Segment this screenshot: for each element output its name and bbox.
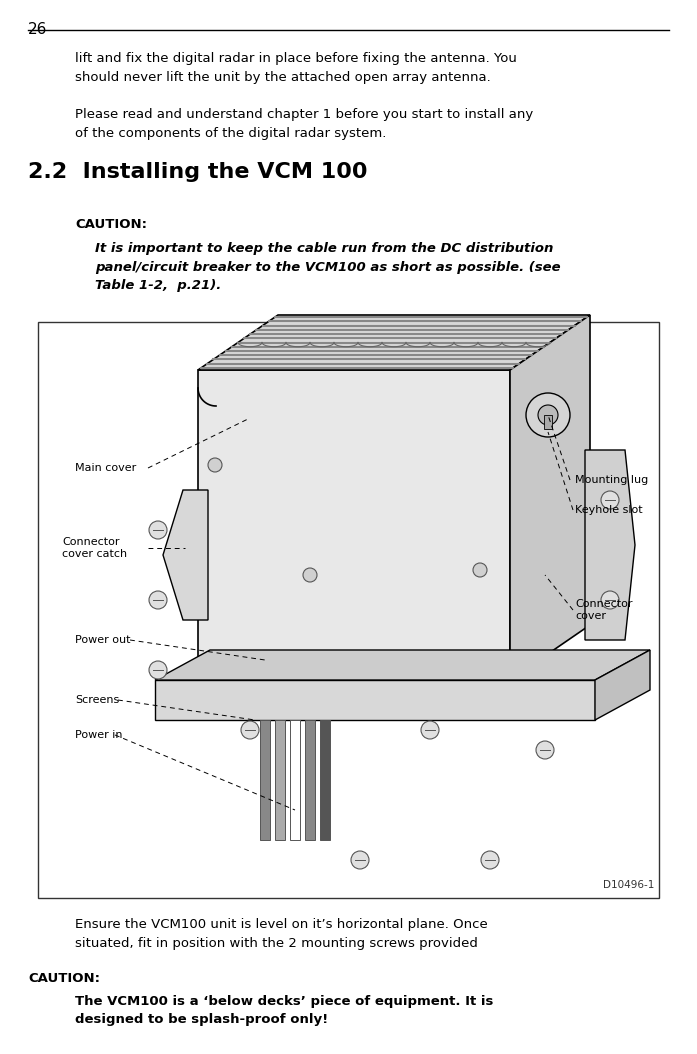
Text: Connector
cover: Connector cover (575, 599, 632, 621)
Circle shape (473, 563, 487, 577)
Bar (290, 720, 300, 840)
Text: Screens: Screens (75, 695, 119, 705)
Text: lift and fix the digital radar in place before fixing the antenna. You
should ne: lift and fix the digital radar in place … (75, 52, 517, 83)
Text: 26: 26 (28, 22, 47, 37)
Circle shape (149, 521, 167, 539)
Bar (275, 720, 285, 840)
Circle shape (601, 591, 619, 609)
Circle shape (208, 458, 222, 472)
Text: It is important to keep the cable run from the DC distribution
panel/circuit bre: It is important to keep the cable run fr… (95, 242, 560, 292)
Polygon shape (155, 650, 650, 680)
Circle shape (601, 491, 619, 509)
Circle shape (536, 741, 554, 759)
Bar (544, 415, 552, 429)
Polygon shape (595, 650, 650, 720)
Text: Mounting lug: Mounting lug (575, 475, 648, 485)
Text: The VCM100 is a ‘below decks’ piece of equipment. It is
designed to be splash-pr: The VCM100 is a ‘below decks’ piece of e… (75, 995, 493, 1027)
Text: Power in: Power in (75, 730, 123, 740)
Text: 2.2  Installing the VCM 100: 2.2 Installing the VCM 100 (28, 162, 367, 182)
Text: Ensure the VCM100 unit is level on it’s horizontal plane. Once
situated, fit in : Ensure the VCM100 unit is level on it’s … (75, 918, 488, 950)
Text: Main cover: Main cover (75, 463, 136, 473)
Circle shape (421, 721, 439, 739)
Circle shape (526, 393, 570, 437)
Polygon shape (155, 680, 595, 720)
Bar (305, 720, 315, 840)
Circle shape (351, 851, 369, 868)
Circle shape (149, 661, 167, 679)
Polygon shape (510, 315, 590, 680)
Text: Connector
cover catch: Connector cover catch (62, 536, 127, 560)
Text: CAUTION:: CAUTION: (75, 218, 147, 231)
Polygon shape (163, 490, 208, 620)
Bar (260, 720, 270, 840)
Circle shape (481, 851, 499, 868)
Circle shape (241, 721, 259, 739)
Text: CAUTION:: CAUTION: (28, 972, 100, 985)
Text: Please read and understand chapter 1 before you start to install any
of the comp: Please read and understand chapter 1 bef… (75, 108, 533, 139)
Polygon shape (585, 450, 635, 640)
Circle shape (538, 405, 558, 425)
Polygon shape (198, 315, 590, 370)
Bar (320, 720, 330, 840)
Circle shape (303, 568, 317, 582)
Text: D10496-1: D10496-1 (603, 880, 654, 890)
Circle shape (149, 591, 167, 609)
Polygon shape (198, 370, 510, 680)
Bar (38, 323, 659, 898)
Text: Power out: Power out (75, 635, 130, 645)
Text: Keyhole slot: Keyhole slot (575, 505, 643, 515)
